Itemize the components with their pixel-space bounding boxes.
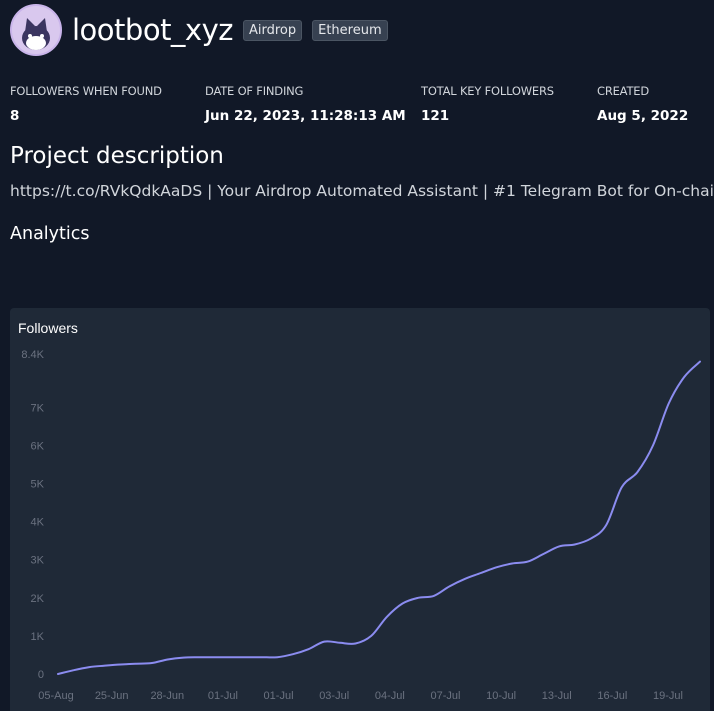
x-tick-label: 05-Aug (38, 690, 73, 702)
y-axis: 0 1K 2K 3K 4K 5K 6K 7K 8.4K (21, 349, 44, 681)
stat-value: 8 (10, 108, 20, 124)
description-text[interactable]: https://t.co/RVkQdkAaDS | Your Airdrop A… (10, 182, 714, 200)
x-tick-label: 04-Jul (375, 690, 405, 702)
stat-value: Aug 5, 2022 (597, 108, 689, 124)
x-tick-label: 10-Jul (486, 690, 516, 702)
y-tick-label: 0 (38, 669, 44, 681)
stat-value: Jun 22, 2023, 11:28:13 AM (205, 108, 406, 124)
y-tick-label: 4K (31, 517, 45, 529)
stat-value: 121 (421, 108, 450, 124)
avatar[interactable] (10, 4, 62, 56)
y-tick-label: 7K (31, 402, 45, 414)
x-tick-label: 25-Jun (95, 690, 129, 702)
x-tick-label: 19-Jul (653, 690, 683, 702)
stat-label: DATE OF FINDING (205, 84, 304, 98)
followers-chart-card: Followers 0 1K 2K 3K 4K 5K 6K 7K 8.4K 05-Aug 25-J… (10, 308, 710, 711)
y-tick-label: 1K (31, 631, 45, 643)
tag-airdrop[interactable]: Airdrop (242, 19, 303, 41)
y-tick-label: 5K (31, 479, 45, 491)
x-tick-label: 16-Jul (597, 690, 627, 702)
project-name: lootbot_xyz (72, 13, 233, 47)
y-tick-label: 2K (31, 593, 45, 605)
x-tick-label: 13-Jul (542, 690, 572, 702)
analytics-heading: Analytics (10, 224, 90, 244)
x-tick-label: 28-Jun (150, 690, 184, 702)
tag-ethereum[interactable]: Ethereum (312, 19, 388, 41)
x-tick-label: 07-Jul (430, 690, 460, 702)
y-tick-label: 6K (31, 440, 45, 452)
x-tick-label: 01-Jul (264, 690, 294, 702)
description-heading: Project description (10, 143, 224, 169)
stat-created: CREATED Aug 5, 2022 (597, 84, 688, 124)
cat-mascot-icon (22, 18, 50, 50)
stat-followers-when-found: FOLLOWERS WHEN FOUND 8 (10, 84, 162, 124)
stat-date-of-finding: DATE OF FINDING Jun 22, 2023, 11:28:13 A… (205, 84, 406, 124)
x-tick-label: 03-Jul (319, 690, 349, 702)
x-axis: 05-Aug 25-Jun 28-Jun 01-Jul 01-Jul 03-Jul 04-J… (38, 690, 683, 702)
stat-label: CREATED (597, 84, 650, 98)
stat-label: TOTAL KEY FOLLOWERS (421, 84, 554, 98)
y-tick-label: 8.4K (21, 349, 44, 361)
stat-total-key-followers: TOTAL KEY FOLLOWERS 121 (421, 84, 554, 124)
followers-series-line (57, 360, 701, 675)
chart-title: Followers (18, 320, 78, 336)
stat-label: FOLLOWERS WHEN FOUND (10, 84, 162, 98)
x-tick-label: 01-Jul (208, 690, 238, 702)
y-tick-label: 3K (31, 555, 45, 567)
followers-chart[interactable]: Followers 0 1K 2K 3K 4K 5K 6K 7K 8.4K 05-Aug 25-J… (10, 308, 710, 711)
project-header: lootbot_xyz Airdrop Ethereum (10, 4, 388, 56)
